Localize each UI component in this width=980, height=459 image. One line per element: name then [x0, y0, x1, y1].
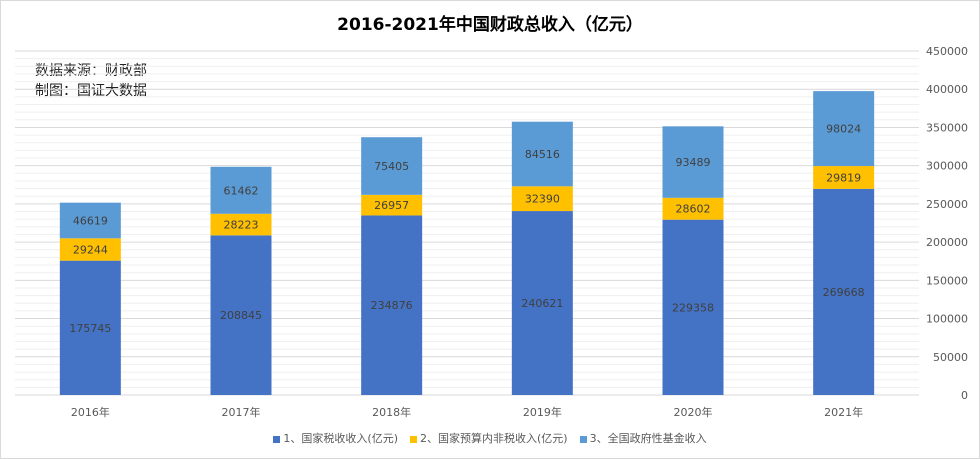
- legend-label: 3、全国政府性基金收入: [589, 432, 707, 445]
- bar-2: [59, 238, 121, 261]
- data-label: 229358: [672, 301, 714, 314]
- data-label: 98024: [826, 123, 861, 136]
- y-tick-label: 350000: [926, 121, 968, 134]
- bar-1: [59, 260, 121, 395]
- data-label: 75405: [374, 160, 409, 173]
- legend-label: 1、国家税收收入(亿元): [283, 432, 398, 445]
- x-tick-label: 2019年: [523, 405, 562, 419]
- chart-title: 2016-2021年中国财政总收入（亿元）: [337, 15, 643, 35]
- data-label: 29819: [826, 171, 861, 184]
- bar-3: [210, 166, 272, 214]
- legend-swatch: [410, 435, 417, 443]
- data-label: 175745: [69, 322, 111, 335]
- y-tick-label: 450000: [926, 45, 968, 58]
- legend-swatch: [273, 435, 281, 443]
- legend-item: 1、国家税收收入(亿元): [273, 430, 398, 446]
- bar-2: [662, 197, 724, 220]
- y-tick-label: 50000: [933, 351, 968, 364]
- y-tick-label: 400000: [926, 83, 968, 96]
- data-label: 28602: [676, 203, 711, 216]
- x-tick-label: 2021年: [824, 405, 863, 419]
- y-tick-label: 100000: [926, 313, 968, 326]
- data-label: 46619: [73, 214, 108, 227]
- y-tick-label: 150000: [926, 274, 968, 287]
- data-label: 26957: [374, 199, 409, 212]
- bar-1: [813, 188, 875, 395]
- legend-item: 2、国家预算内非税收入(亿元): [410, 430, 568, 446]
- bar-1: [361, 215, 423, 395]
- y-tick-label: 300000: [926, 160, 968, 173]
- bar-3: [59, 202, 121, 239]
- bar-3: [813, 91, 875, 167]
- bar-1: [210, 235, 272, 395]
- data-label: 32390: [525, 193, 560, 206]
- data-label: 234876: [371, 299, 413, 312]
- x-tick-label: 2017年: [222, 405, 261, 419]
- bar-1: [511, 211, 573, 395]
- legend-item: 3、全国政府性基金收入: [579, 430, 707, 446]
- legend-label: 2、国家预算内非税收入(亿元): [420, 432, 568, 445]
- bar-1: [662, 219, 724, 395]
- bar-2: [813, 166, 875, 189]
- x-tick-label: 2016年: [71, 405, 110, 419]
- source-note: 数据来源：财政部: [35, 63, 147, 79]
- bar-3: [662, 126, 724, 198]
- data-label: 61462: [224, 184, 259, 197]
- y-tick-label: 0: [961, 389, 968, 402]
- x-tick-label: 2020年: [674, 405, 713, 419]
- legend-swatch: [579, 435, 587, 443]
- legend: 1、国家税收收入(亿元) 2、国家预算内非税收入(亿元) 3、全国政府性基金收入: [0, 430, 980, 446]
- bar-2: [511, 186, 573, 212]
- bar-2: [210, 213, 272, 236]
- y-tick-label: 200000: [926, 236, 968, 249]
- data-label: 29244: [73, 243, 108, 256]
- credit-note: 制图：国证大数据: [35, 83, 147, 99]
- data-label: 28223: [224, 219, 259, 232]
- data-label: 84516: [525, 148, 560, 161]
- data-label: 93489: [676, 156, 711, 169]
- data-label: 208845: [220, 309, 262, 322]
- data-label: 269668: [823, 286, 865, 299]
- bar-2: [361, 194, 423, 216]
- x-tick-label: 2018年: [372, 405, 411, 419]
- y-tick-label: 250000: [926, 198, 968, 211]
- bar-3: [361, 137, 423, 195]
- bar-3: [511, 121, 573, 187]
- data-label: 240621: [521, 297, 563, 310]
